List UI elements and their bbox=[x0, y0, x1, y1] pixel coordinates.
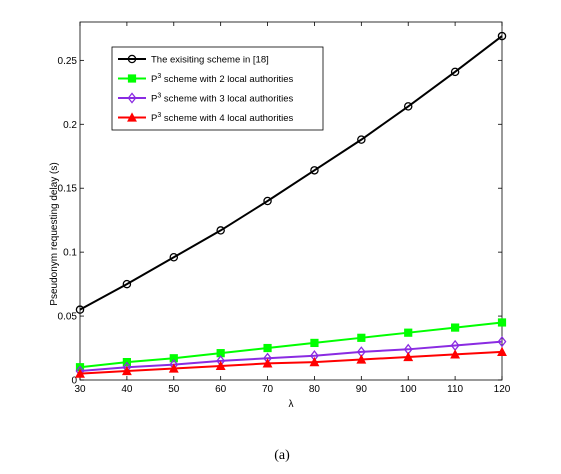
data-point bbox=[168, 363, 179, 373]
data-point bbox=[169, 354, 178, 363]
x-tick-label: 30 bbox=[74, 384, 86, 395]
plot-area: 30 40 50 60 70 80 90 100 110 120 0 0.05 0.1 0.15 0.2 0.… bbox=[58, 21, 511, 395]
y-tick-label: 0.15 bbox=[58, 184, 78, 195]
data-point bbox=[451, 323, 460, 332]
x-tick-label: 110 bbox=[447, 384, 463, 395]
data-point bbox=[357, 333, 366, 342]
data-point bbox=[497, 335, 507, 348]
x-tick-label: 80 bbox=[309, 384, 321, 395]
data-point bbox=[122, 279, 132, 289]
data-point bbox=[127, 74, 137, 83]
x-tick-label: 40 bbox=[121, 384, 133, 395]
data-point bbox=[127, 92, 137, 104]
y-tick-label: 0 bbox=[71, 376, 77, 387]
series-line bbox=[79, 350, 503, 375]
data-point bbox=[263, 196, 272, 206]
data-point bbox=[497, 318, 507, 327]
legend-entry: P3 scheme with 2 local authorities bbox=[151, 73, 294, 85]
data-point bbox=[262, 358, 273, 368]
data-point bbox=[450, 67, 460, 77]
x-tick-label: 70 bbox=[262, 384, 274, 395]
data-point bbox=[356, 354, 367, 364]
series-line bbox=[79, 35, 503, 311]
legend-entry: The exisiting scheme in [18] bbox=[151, 55, 269, 66]
data-point bbox=[357, 135, 366, 144]
data-point bbox=[127, 54, 137, 64]
data-point bbox=[497, 31, 507, 41]
legend-box bbox=[111, 46, 324, 131]
series-line bbox=[79, 321, 503, 369]
data-point bbox=[215, 360, 226, 371]
legend-entry: P3 scheme with 3 local authorities bbox=[151, 93, 294, 105]
data-point bbox=[75, 305, 85, 314]
data-point bbox=[263, 343, 272, 353]
data-point bbox=[404, 328, 413, 337]
x-tick-label: 100 bbox=[400, 384, 417, 395]
data-point bbox=[403, 351, 414, 362]
data-point bbox=[497, 346, 507, 356]
data-point bbox=[127, 112, 137, 122]
y-tick-label: 0.1 bbox=[63, 248, 77, 259]
legend-entry: P3 scheme with 4 local authorities bbox=[151, 112, 294, 124]
data-point bbox=[309, 356, 320, 367]
series-line bbox=[79, 340, 503, 373]
plot-frame bbox=[79, 21, 503, 381]
data-point bbox=[450, 349, 461, 359]
x-tick-label: 50 bbox=[168, 384, 180, 395]
y-tick-label: 0.2 bbox=[63, 120, 77, 131]
y-tick-label: 0.25 bbox=[58, 56, 78, 67]
data-point bbox=[75, 368, 85, 378]
x-tick-label: 60 bbox=[215, 384, 227, 395]
data-point bbox=[310, 338, 319, 348]
data-point bbox=[403, 102, 413, 111]
x-tick-label: 90 bbox=[356, 384, 368, 395]
data-point bbox=[310, 166, 319, 175]
x-tick-label: 120 bbox=[494, 384, 511, 395]
data-point bbox=[121, 365, 132, 376]
x-axis-label: λ bbox=[289, 399, 294, 410]
data-point bbox=[216, 226, 225, 235]
y-axis-label: Pseudonym requesting delay (s) bbox=[49, 162, 60, 305]
y-tick-label: 0.05 bbox=[58, 312, 78, 323]
figure-caption: (a) bbox=[274, 448, 290, 463]
data-point bbox=[169, 253, 179, 262]
